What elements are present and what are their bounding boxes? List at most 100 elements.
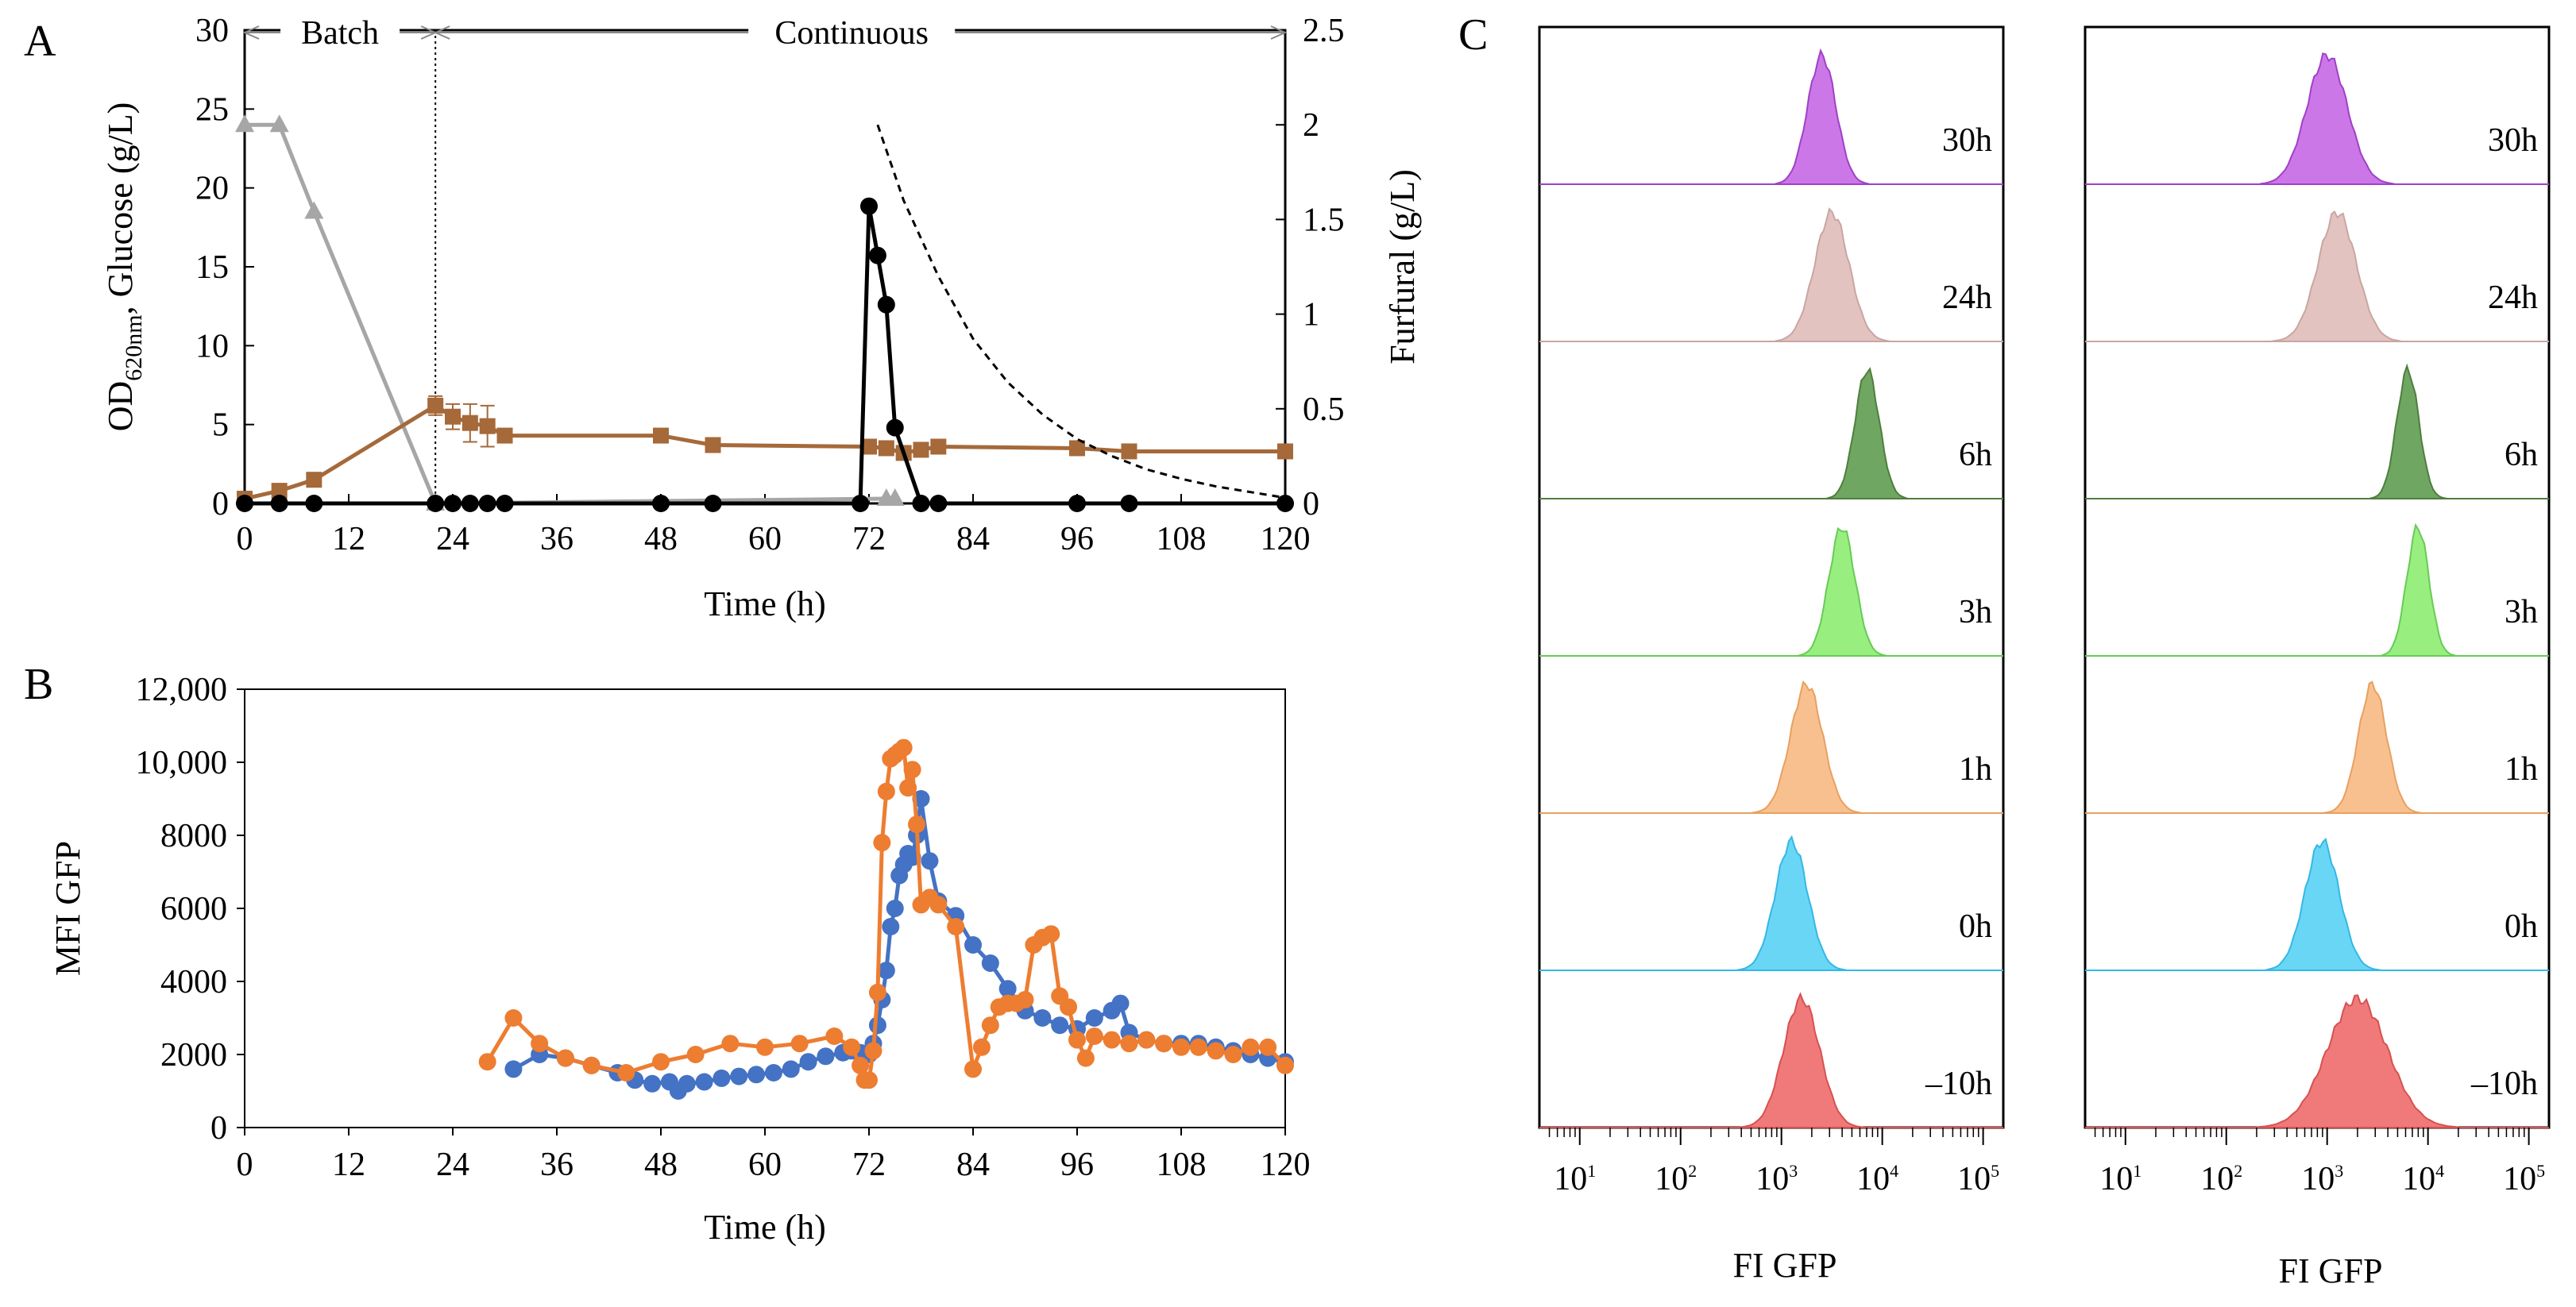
furfural-point <box>270 495 288 512</box>
y-left-tick-label: 5 <box>212 407 229 444</box>
furfural-point <box>868 246 886 264</box>
replicate-2-point <box>1259 1038 1277 1056</box>
log-tick-label: 104 <box>2402 1161 2444 1197</box>
replicate-2-point <box>1060 998 1078 1016</box>
replicate-2-point <box>686 1046 705 1063</box>
replicate-2-point <box>908 815 926 834</box>
histogram-5 <box>2085 837 2549 971</box>
replicate-1-point <box>695 1073 713 1091</box>
log-tick-label: 104 <box>1856 1161 1898 1197</box>
replicate-1-point <box>886 900 904 917</box>
replicate-2-point <box>1224 1046 1242 1063</box>
histogram-2 <box>2085 363 2549 499</box>
panel-a-letter: A <box>24 17 56 66</box>
y-left-tick-label: 30 <box>195 13 229 49</box>
phase-arrow-head <box>242 25 260 40</box>
time-point-label: –10h <box>1925 1066 1992 1102</box>
panel-b-y-ticks: 0 2000 4000 6000 8000 10,000 12,000 <box>136 672 245 1147</box>
replicate-2-point <box>877 782 895 800</box>
furfural-point <box>236 495 253 512</box>
replicate-1-point <box>981 954 999 972</box>
log-tick-exponent: 3 <box>2335 1161 2343 1181</box>
od620nm-point <box>445 408 461 425</box>
log-tick-label: 101 <box>1554 1161 1596 1197</box>
x-tick-label: 96 <box>1060 1147 1094 1183</box>
replicate-1-point <box>764 1064 782 1081</box>
histogram-4 <box>2085 680 2549 814</box>
replicate-2-point <box>1137 1031 1156 1049</box>
replicate-2-point <box>1016 991 1034 1008</box>
y-tick-label: 8000 <box>160 818 227 854</box>
od620nm-point <box>1069 440 1085 457</box>
replicate-2-point <box>721 1035 740 1053</box>
x-tick-label: 36 <box>540 1147 574 1183</box>
furfural-point <box>496 495 514 512</box>
replicate-2-point <box>899 779 917 797</box>
log-tick-label: 103 <box>2301 1161 2343 1197</box>
y-tick-label: 4000 <box>160 964 227 1000</box>
replicate-2-point <box>504 1009 523 1027</box>
replicate-2-point <box>873 834 891 852</box>
log-tick-label: 102 <box>2200 1161 2242 1197</box>
x-tick-label: 84 <box>956 1147 990 1183</box>
y-right-tick-label: 1.5 <box>1303 202 1345 238</box>
replicate-2-point <box>964 1060 982 1078</box>
replicate-2-point <box>1242 1038 1260 1056</box>
replicate-2-point <box>582 1056 601 1074</box>
histogram-6 <box>2085 994 2549 1128</box>
log-tick-exponent: 2 <box>1688 1161 1697 1181</box>
replicate-2-point <box>1276 1056 1294 1074</box>
replicate-2-point <box>1085 1027 1103 1045</box>
panel-a-y-right-ticks: 0 0.5 1 1.5 2 2.5 <box>1276 13 1345 522</box>
replicate-1-point <box>877 962 895 980</box>
time-point-label: 3h <box>1959 594 1992 630</box>
replicate-2-point <box>903 761 921 779</box>
furfural-point <box>912 495 930 512</box>
batch-label-bg <box>280 17 400 48</box>
x-tick-label: 72 <box>852 521 886 557</box>
x-tick-label: 0 <box>237 521 253 557</box>
panel-c-right-histogram-stack: 30h 24h 6h 3h 1h 0h –10h 101 102 103 104 105 <box>2084 25 2551 1197</box>
replicate-1-point <box>817 1047 835 1066</box>
panel-b-series <box>478 738 1294 1100</box>
log-tick-exponent: 4 <box>2435 1161 2444 1181</box>
time-point-label: 0h <box>1959 908 1992 945</box>
y-right-tick-label: 2.5 <box>1303 13 1345 49</box>
time-point-label: 6h <box>2505 437 2538 473</box>
replicate-1-point <box>1033 1009 1052 1027</box>
x-tick-label: 48 <box>644 521 678 557</box>
log-tick-label: 105 <box>1957 1161 1999 1197</box>
replicate-1-point <box>1085 1009 1103 1027</box>
x-tick-label: 24 <box>436 521 469 557</box>
glucose-point <box>885 488 905 507</box>
x-tick-label: 36 <box>540 521 574 557</box>
log-tick-exponent: 4 <box>1890 1161 1898 1181</box>
panel-a-series <box>235 114 1294 512</box>
replicate-1-point <box>678 1074 696 1093</box>
y-left-tick-label: 15 <box>195 249 229 286</box>
continuous-label-bg <box>748 17 956 48</box>
histogram-0 <box>2085 52 2549 185</box>
replicate-1-point <box>730 1067 748 1085</box>
log-tick-exponent: 5 <box>2536 1161 2545 1181</box>
glucose-point <box>304 201 324 219</box>
replicate-1-point <box>1111 994 1130 1012</box>
log-tick-label: 103 <box>1755 1161 1798 1197</box>
log-tick-label: 105 <box>2503 1161 2545 1197</box>
x-tick-label: 60 <box>748 1147 782 1183</box>
replicate-2-point <box>790 1035 809 1053</box>
replicate-1-point <box>799 1053 817 1071</box>
replicate-2-point <box>868 983 886 1001</box>
histogram-4 <box>1539 680 2003 814</box>
furfural-point <box>1068 495 1086 512</box>
log-tick-label: 101 <box>2099 1161 2142 1197</box>
panel-c-letter: C <box>1458 10 1488 60</box>
ylabel-glucose: , Glucose (g/L) <box>101 102 140 315</box>
histogram-3 <box>1539 526 2003 657</box>
furfural-point <box>427 495 445 512</box>
time-point-label: 24h <box>1942 280 1992 316</box>
time-point-label: 30h <box>1942 122 1992 159</box>
replicate-2-point <box>1103 1031 1121 1049</box>
time-point-label: 3h <box>2505 594 2538 630</box>
x-tick-label: 0 <box>237 1147 253 1183</box>
